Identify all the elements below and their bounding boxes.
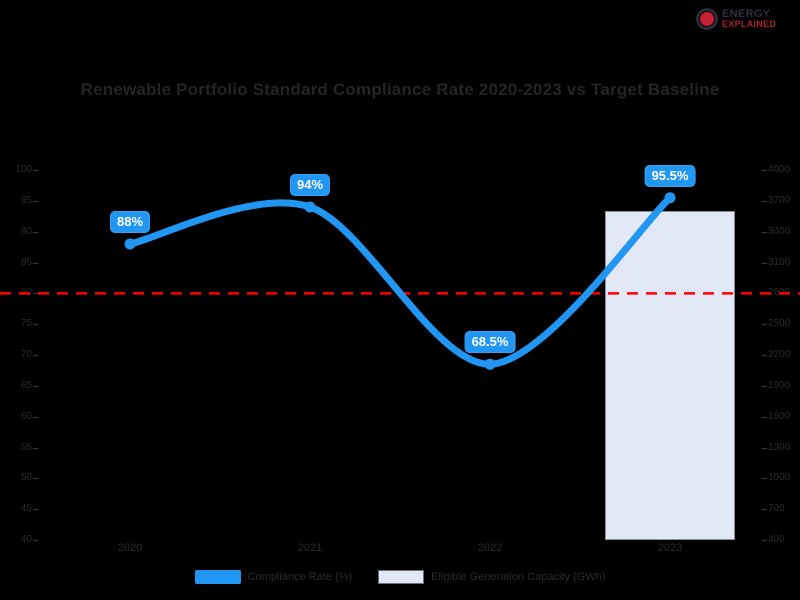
legend-label: Eligible Generation Capacity (GWh): [431, 571, 606, 583]
legend-label: Compliance Rate (%): [247, 571, 353, 583]
axis-tickmark: [33, 293, 38, 295]
data-point-marker: [484, 358, 496, 370]
axis-tick-label: 55: [20, 441, 32, 453]
x-axis-tick-label: 2022: [477, 542, 503, 554]
axis-tickmark: [33, 385, 38, 387]
axis-tickmark: [762, 385, 767, 387]
legend-item[interactable]: Eligible Generation Capacity (GWh): [378, 570, 605, 584]
y-axis-left: 100 95 90 85 80 75 70 65 60 55 50 45 40: [0, 164, 38, 545]
axis-tickmark: [762, 540, 767, 541]
axis-tick-label: 1900: [768, 379, 791, 391]
chart-legend: Compliance Rate (%) Eligible Generation C…: [0, 570, 800, 584]
axis-tickmark: [33, 324, 38, 326]
line-series-overlay: [0, 192, 800, 370]
axis-tickmark: [762, 231, 767, 233]
compliance-rate-line: [126, 194, 674, 368]
axis-tick-label: 1600: [768, 410, 791, 422]
axis-tick-label: 40: [20, 534, 32, 545]
bar: [605, 211, 735, 540]
data-point-marker: [664, 192, 676, 204]
axis-tickmark: [762, 447, 767, 449]
axis-tick-label: 3100: [768, 256, 791, 268]
axis-tickmark: [33, 170, 38, 171]
axis-tick-label: 90: [20, 225, 32, 237]
data-label: 94%: [289, 174, 331, 196]
axis-tick-label: 95: [20, 194, 32, 206]
axis-tickmark: [762, 355, 767, 356]
axis-tick-label: 85: [20, 256, 32, 268]
axis-tick-label: 2200: [768, 349, 791, 360]
axis-tick-label: 45: [20, 503, 32, 515]
axis-tickmark: [33, 355, 38, 356]
x-axis-tick-label: 2023: [657, 542, 683, 554]
axis-tick-label: 700: [768, 503, 785, 515]
logo-circle-icon: [696, 8, 718, 30]
axis-tickmark: [33, 509, 38, 511]
x-axis-tick-label: 2020: [117, 542, 143, 554]
axis-tick-label: 75: [20, 318, 32, 330]
chart-plot-area: 100 95 90 85 80 75 70 65 60 55 50 45 40 4000 3700 3400…: [0, 164, 800, 545]
x-axis: 2020 2021 2022 2023: [40, 542, 760, 560]
axis-tickmark: [762, 262, 767, 264]
axis-tick-label: 3700: [768, 194, 791, 206]
axis-tickmark: [33, 447, 38, 449]
x-axis-tick-label: 2021: [297, 542, 323, 554]
data-label: 95.5%: [644, 164, 696, 187]
axis-tick-label: 60: [20, 410, 32, 422]
axis-tickmark: [33, 540, 38, 541]
data-label: 88%: [109, 211, 151, 233]
axis-tickmark: [33, 416, 38, 418]
brand-logo: ENERGY EXPLAINED: [696, 4, 792, 34]
legend-swatch: [194, 570, 241, 584]
axis-tick-label: 1000: [768, 472, 791, 484]
axis-tick-label: 1300: [768, 441, 791, 453]
axis-tick-label: 70: [20, 349, 32, 360]
chart-title: Renewable Portfolio Standard Compliance …: [80, 80, 720, 99]
legend-swatch: [378, 570, 425, 584]
axis-tickmark: [762, 416, 767, 418]
axis-tickmark: [762, 509, 767, 511]
axis-tickmark: [33, 478, 38, 480]
logo-line-2: EXPLAINED: [722, 19, 777, 30]
y-axis-right: 4000 3700 3400 3100 2800 2500 2200 1900 1600 1300…: [762, 164, 800, 545]
axis-tick-label: 4000: [768, 164, 791, 175]
axis-tick-label: 3400: [768, 225, 791, 237]
logo-wordmark: ENERGY EXPLAINED: [722, 7, 777, 30]
data-point-marker: [304, 201, 316, 213]
logo-line-1: ENERGY: [722, 7, 771, 20]
axis-tickmark: [762, 200, 767, 202]
axis-tickmark: [33, 200, 38, 202]
axis-tickmark: [33, 262, 38, 264]
axis-tick-label: 50: [20, 472, 32, 484]
legend-item[interactable]: Compliance Rate (%): [194, 570, 353, 584]
axis-tick-label: 2500: [768, 318, 791, 330]
axis-tickmark: [33, 231, 38, 233]
data-point-marker: [124, 238, 136, 250]
axis-tickmark: [762, 170, 767, 171]
axis-tick-label: 100: [15, 164, 32, 175]
axis-tick-label: 65: [20, 379, 32, 391]
data-point-markers: [124, 192, 676, 370]
axis-tickmark: [762, 324, 767, 326]
data-label: 68.5%: [464, 331, 516, 354]
axis-tick-label: 400: [768, 534, 785, 545]
axis-tickmark: [762, 478, 767, 480]
